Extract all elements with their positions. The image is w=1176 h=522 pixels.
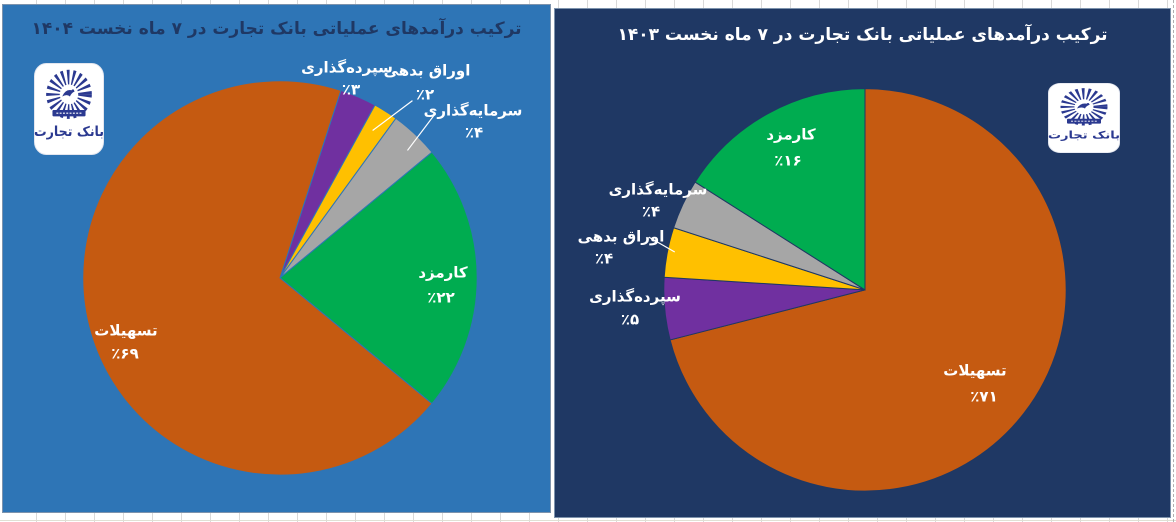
pie-slice-facilities[interactable] — [82, 80, 433, 476]
bank-tejarat-logo: بانک تجارت — [34, 63, 104, 155]
pie-value-deposits: ٪۳ — [341, 80, 361, 99]
pie-label-investment: سرمایه‌گذاری — [423, 101, 523, 120]
pie-chart-1404[interactable]: ترکیب درآمدهای عملیاتی بانک تجارت در ۷ م… — [2, 4, 551, 513]
pie-label-fees: کارمزد — [418, 263, 468, 282]
pie-1403 — [648, 88, 1067, 492]
pie-slices-1404 — [82, 80, 478, 476]
leader-line-debt-securities — [372, 100, 413, 131]
leader-line-debt-securities — [648, 236, 676, 253]
pie-value-debt-securities: ٪۴ — [594, 249, 614, 268]
pie-label-debt-securities: اوراق بدهی — [383, 61, 471, 80]
leader-line-investment — [407, 113, 436, 151]
pie-chart-1403[interactable]: ترکیب درآمدهای عملیاتی بانک تجارت در ۷ م… — [554, 8, 1171, 518]
pie-value-facilities: ٪۷۱ — [970, 387, 998, 406]
pie-slice-fees[interactable] — [694, 88, 866, 291]
leader-lines-1404 — [372, 100, 436, 151]
pie-label-investment: سرمایه‌گذاری — [608, 180, 708, 199]
pie-slice-fees[interactable] — [279, 151, 478, 405]
pie-value-investment: ٪۴ — [641, 202, 661, 221]
pie-value-facilities: ٪۶۹ — [111, 344, 139, 363]
bank-tejarat-logo-icon: بانک تجارت — [34, 63, 104, 155]
pie-value-fees: ٪۱۶ — [774, 151, 802, 170]
pie-slice-facilities[interactable] — [669, 88, 1067, 492]
pie-label-debt-securities: اوراق بدهی — [577, 227, 665, 246]
pie-label-fees: کارمزد — [766, 125, 816, 144]
pie-1404 — [82, 80, 478, 476]
pie-value-investment: ٪۴ — [464, 123, 484, 142]
pie-value-fees: ٪۲۲ — [427, 288, 455, 307]
chart-title-1403: ترکیب درآمدهای عملیاتی بانک تجارت در ۷ م… — [617, 25, 1108, 45]
pie-label-deposits: سپرده‌گذاری — [301, 58, 393, 77]
row-gridline — [0, 520, 1176, 521]
pie-value-debt-securities: ٪۲ — [415, 85, 435, 104]
bank-tejarat-logo: بانک تجارت — [1048, 83, 1120, 153]
bank-tejarat-logo-text: بانک تجارت — [34, 125, 104, 141]
pie-label-facilities: تسهیلات — [943, 361, 1007, 380]
pie-label-facilities: تسهیلات — [94, 321, 158, 340]
bank-tejarat-logo-text: بانک تجارت — [1048, 129, 1120, 142]
chart-title-1404: ترکیب درآمدهای عملیاتی بانک تجارت در ۷ م… — [31, 19, 522, 39]
pie-label-deposits: سپرده‌گذاری — [589, 287, 681, 306]
leader-lines-1403 — [648, 236, 676, 253]
pie-slices-1403 — [663, 88, 1067, 492]
page-break-dashed-line — [1173, 0, 1174, 522]
pie-value-deposits: ٪۵ — [620, 310, 640, 329]
bank-tejarat-logo-icon: بانک تجارت — [1048, 83, 1120, 153]
